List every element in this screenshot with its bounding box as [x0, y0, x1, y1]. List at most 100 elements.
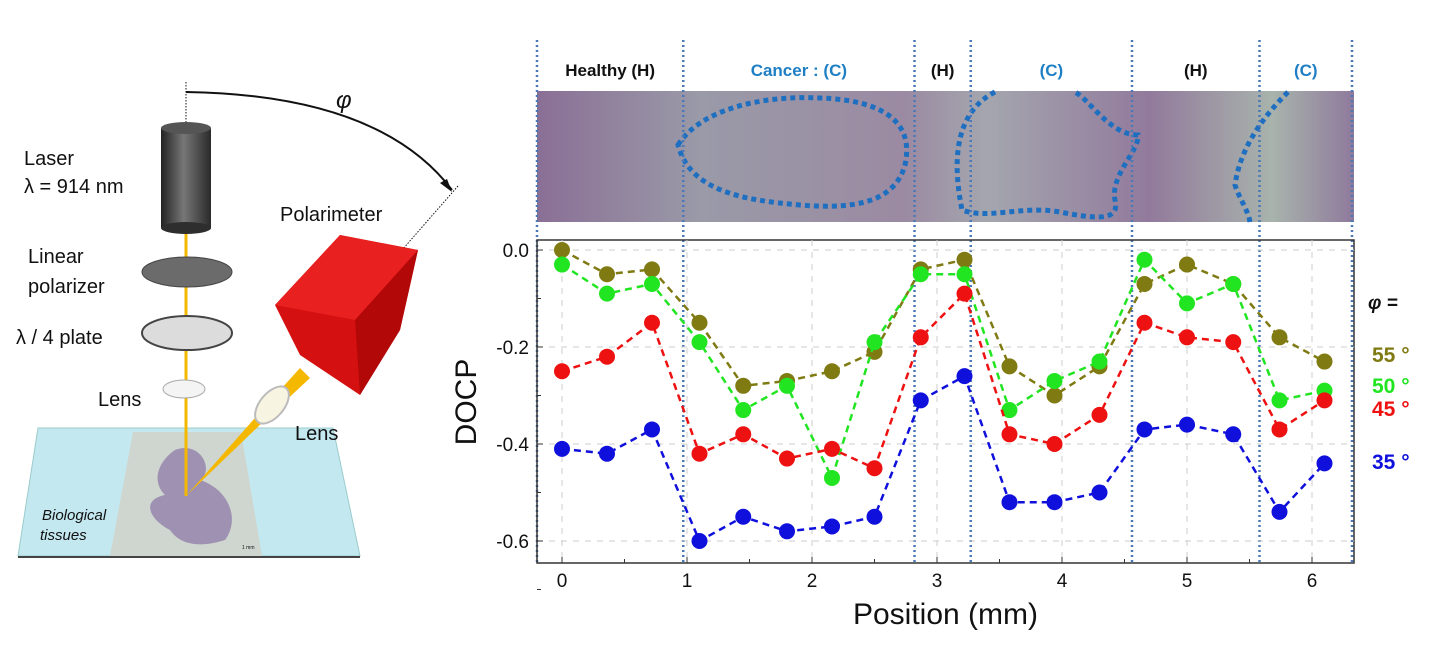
- x-tick-label: 0: [557, 571, 568, 592]
- data-point: [1271, 392, 1288, 409]
- data-point: [866, 334, 883, 351]
- x-axis-label: Position (mm): [853, 598, 1038, 631]
- legend-entry: 35 °: [1372, 451, 1410, 474]
- series-line: [561, 248, 1326, 397]
- lens-icon-1: [162, 379, 206, 399]
- data-point: [1091, 484, 1108, 501]
- series-line: [561, 257, 1325, 482]
- tissue-label-2: tissues: [40, 527, 87, 544]
- data-point: [1316, 455, 1333, 472]
- lens-label-1: Lens: [98, 389, 141, 411]
- data-point: [644, 314, 660, 331]
- data-point: [866, 508, 883, 525]
- series-45-deg: [554, 285, 1333, 477]
- data-point: [599, 266, 615, 283]
- arrow-head: [440, 179, 452, 192]
- data-point: [912, 392, 929, 409]
- data-point: [1271, 421, 1288, 438]
- laser-label: Laser: [24, 148, 74, 170]
- histology-image: [537, 91, 1354, 222]
- data-point: [1225, 334, 1242, 351]
- data-point: [1179, 416, 1195, 433]
- data-point: [644, 275, 660, 292]
- angle-arc: [185, 91, 453, 191]
- data-point: [554, 363, 570, 380]
- data-point: [956, 285, 973, 302]
- x-tick-label: 5: [1182, 571, 1193, 592]
- data-point: [824, 363, 840, 380]
- data-point: [1046, 387, 1063, 404]
- cancer-outline-3: [1232, 90, 1290, 223]
- data-point: [1001, 494, 1018, 511]
- data-point: [1136, 421, 1153, 438]
- x-tick-label: 2: [807, 571, 818, 592]
- data-point: [1179, 329, 1195, 346]
- plot-frame: [536, 239, 1355, 564]
- data-point: [691, 533, 708, 549]
- data-point: [735, 402, 752, 419]
- data-point: [1225, 275, 1242, 292]
- y-tick-label: -0.2: [496, 338, 529, 359]
- data-point: [1046, 372, 1063, 389]
- lens-label-2: Lens: [295, 423, 338, 445]
- data-point: [554, 242, 570, 258]
- data-point: [912, 266, 929, 283]
- data-point: [1046, 436, 1063, 452]
- data-point: [779, 523, 795, 540]
- x-tick-label: 1: [682, 571, 693, 592]
- region-label-cancer: (C): [1294, 61, 1318, 80]
- tissue-sample: [150, 447, 232, 545]
- laser-bottom: [161, 222, 211, 234]
- data-point: [1271, 329, 1288, 346]
- series-line: [561, 291, 1326, 470]
- polarizer-label-2: polarizer: [28, 276, 105, 298]
- data-point: [1001, 402, 1018, 419]
- scale-bar-label: 1 mm: [242, 545, 255, 551]
- polarizer-label-1: Linear: [28, 246, 84, 268]
- polarimeter-label: Polarimeter: [280, 204, 383, 226]
- data-point: [735, 377, 752, 394]
- x-tick-label: 4: [1057, 571, 1068, 592]
- legend-title: φ =: [1368, 293, 1398, 314]
- region-label-healthy: Healthy (H): [565, 61, 655, 80]
- data-point: [824, 518, 840, 535]
- data-point: [956, 368, 973, 385]
- data-point: [866, 460, 883, 477]
- data-point: [956, 266, 973, 283]
- setup-diagram: 1 mm φ Laser λ = 914 nm Linear polarizer…: [16, 82, 459, 558]
- data-point: [599, 445, 615, 462]
- data-point: [1136, 251, 1153, 268]
- region-label-cancer: (C): [1040, 61, 1064, 80]
- data-point: [691, 334, 708, 351]
- legend-entry: 45 °: [1372, 398, 1410, 421]
- x-tick-label: 3: [932, 571, 943, 592]
- y-axis-label: DOCP: [450, 359, 483, 446]
- data-point: [1046, 494, 1063, 511]
- data-point: [779, 450, 795, 467]
- data-point: [1316, 392, 1333, 409]
- region-label-healthy: (H): [931, 61, 955, 80]
- y-tick-label: -0.4: [496, 435, 529, 456]
- data-point: [599, 285, 615, 302]
- histology-strip: [537, 89, 1354, 223]
- wavelength-label: λ = 914 nm: [24, 176, 124, 198]
- data-point: [1271, 503, 1288, 520]
- series-50-deg: [554, 251, 1333, 486]
- data-point: [735, 426, 752, 443]
- data-point: [1091, 406, 1108, 423]
- lens-icon-2: [254, 385, 290, 425]
- data-point: [824, 469, 840, 486]
- data-point: [1225, 426, 1242, 443]
- series-55-deg: [554, 242, 1333, 404]
- data-point: [1316, 353, 1333, 370]
- data-point: [1179, 256, 1195, 273]
- quarter-wave-plate-icon: [141, 315, 233, 351]
- data-point: [1091, 353, 1108, 370]
- data-point: [644, 421, 660, 438]
- data-point: [735, 508, 752, 525]
- data-point: [1136, 275, 1153, 292]
- cancer-outline-1: [675, 95, 910, 209]
- data-point: [599, 348, 615, 365]
- docp-chart: 0 1 2 3 4 5 6 0.0 -0.2 -0.4 -0.6 Position (mm) DOCP φ…: [450, 239, 1410, 631]
